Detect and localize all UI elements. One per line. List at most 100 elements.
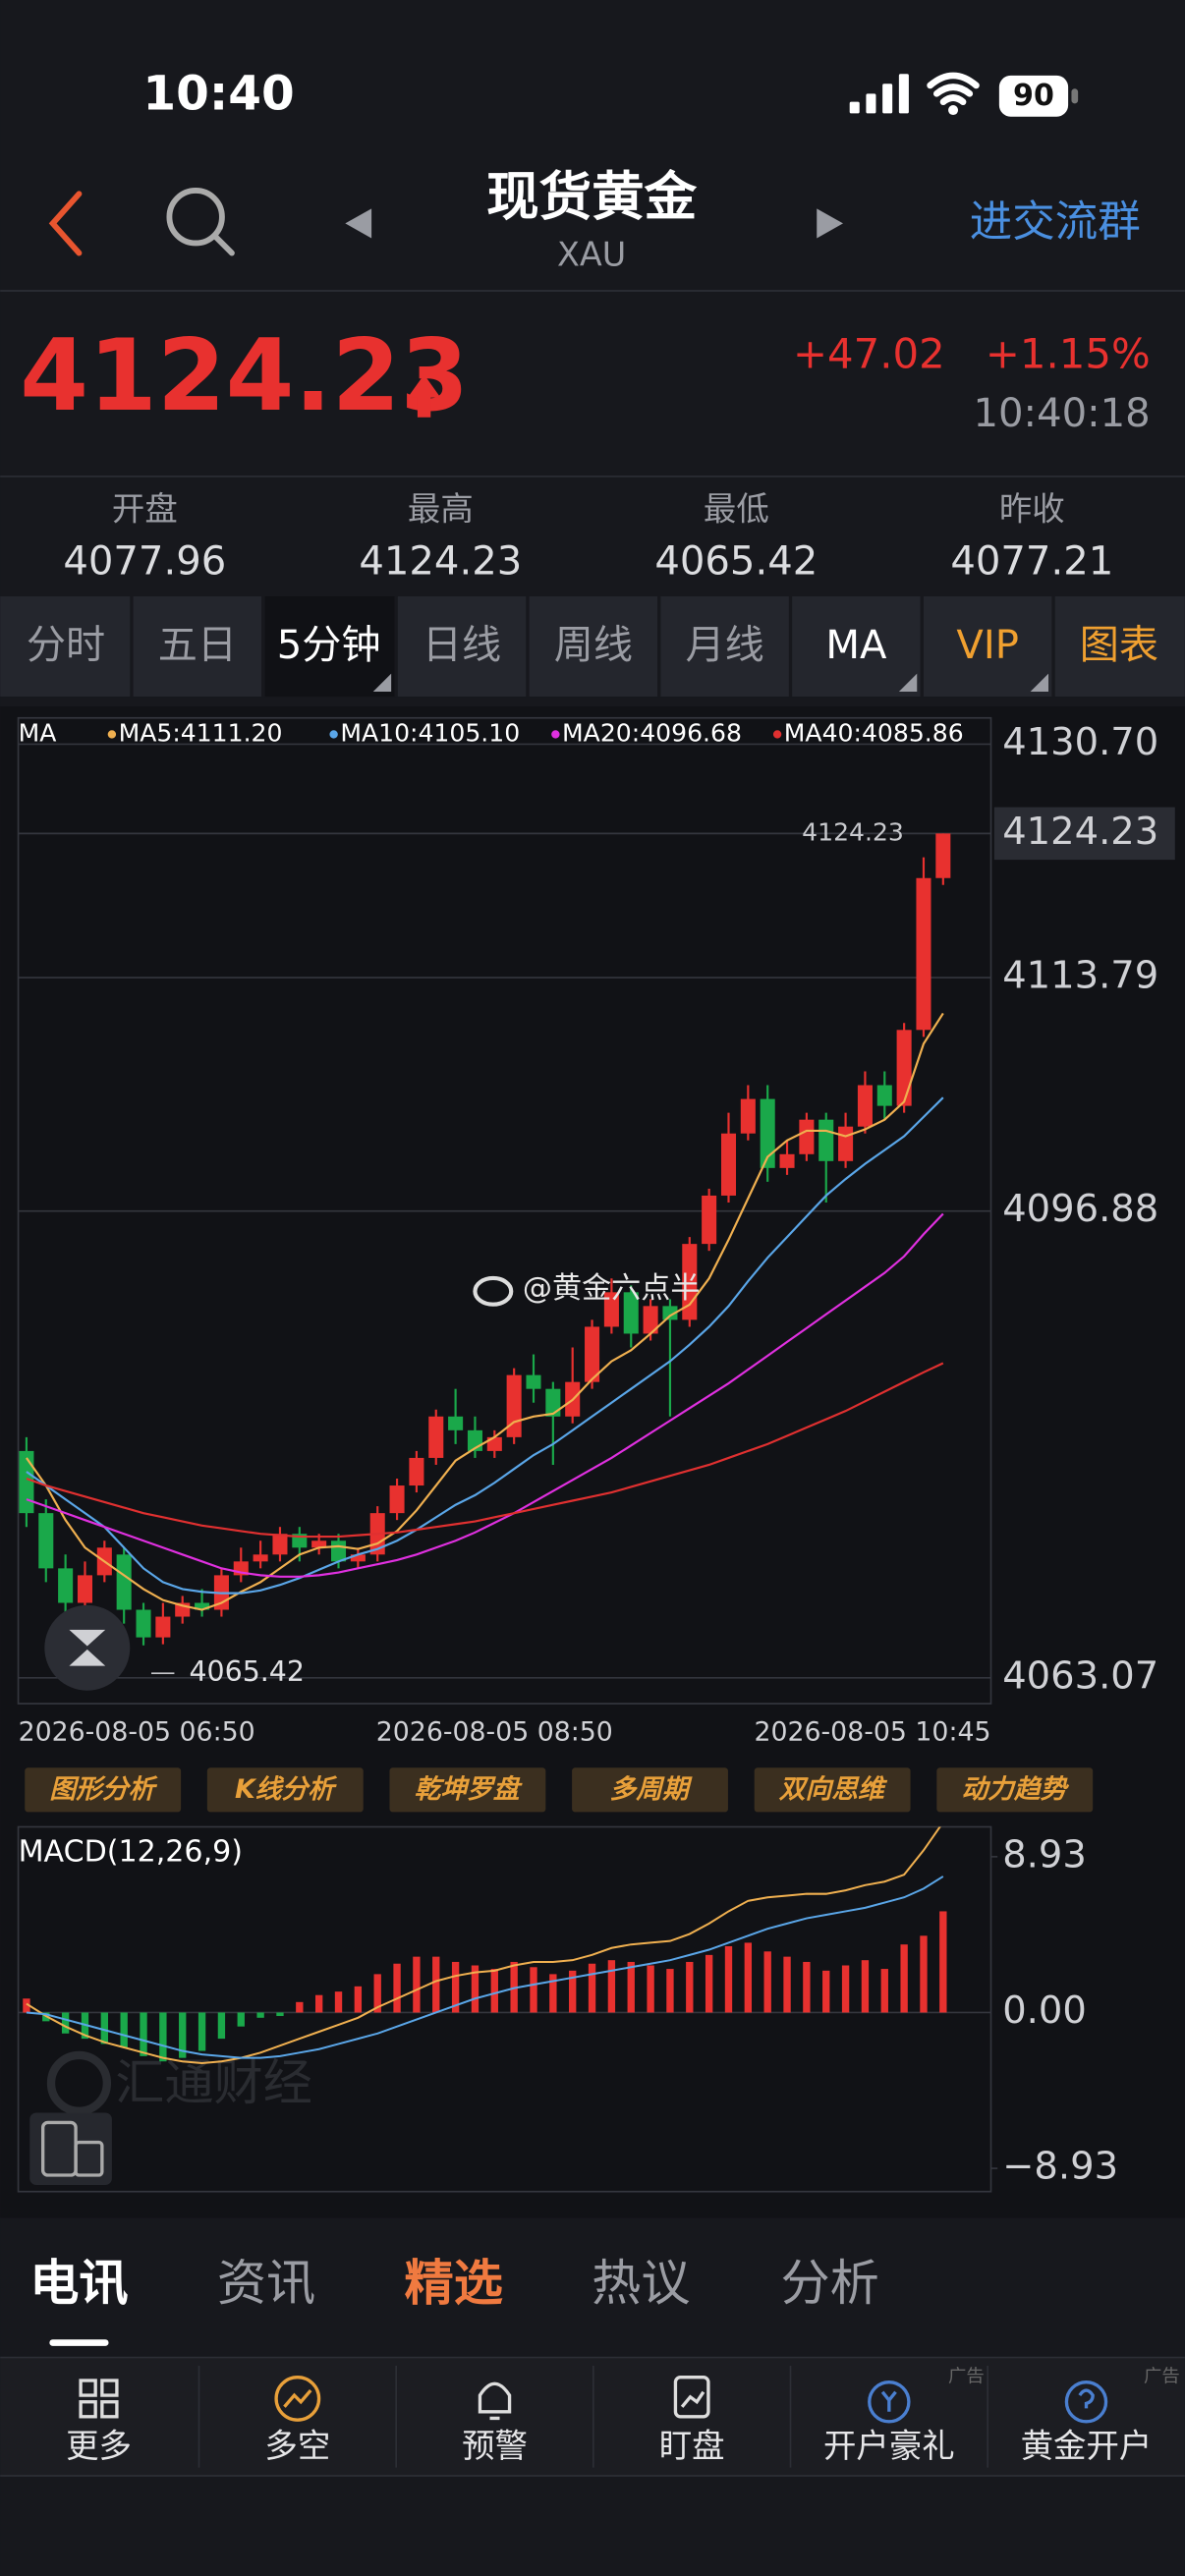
- stat-label: 最低: [704, 490, 769, 529]
- candle-body: [448, 1416, 464, 1430]
- tool-button-bg[interactable]: [572, 1767, 728, 1813]
- period-tab[interactable]: 周线: [554, 623, 633, 668]
- nav-item[interactable]: 预警: [462, 2427, 528, 2465]
- tool-button[interactable]: 双向思维: [779, 1774, 888, 1805]
- period-tab-active[interactable]: 5分钟: [277, 623, 381, 668]
- plot: [23, 1826, 947, 2064]
- tool-button-bg[interactable]: [754, 1767, 911, 1813]
- macd-bar: [686, 1961, 694, 2013]
- legend-title: MA: [19, 718, 57, 747]
- period-tabs: 分时 五日 5分钟 日线 周线 月线 MA VIP 图表: [27, 623, 1158, 668]
- macd-bar: [179, 2012, 187, 2058]
- period-tab[interactable]: 五日: [158, 623, 237, 668]
- macd-bar: [705, 1954, 713, 2013]
- stat-value: 4077.21: [950, 539, 1113, 585]
- macd-chart: MACD(12,26,9) 8.93 0.00 −8.93: [19, 1826, 1118, 2189]
- candle-body: [136, 1609, 151, 1638]
- candle-body: [760, 1098, 775, 1168]
- nav-labels: 更多 多空 预警 盯盘 开户豪礼 黄金开户: [66, 2427, 1152, 2465]
- rotate-button[interactable]: [29, 2112, 112, 2186]
- macd-line: [26, 1876, 944, 2059]
- collapse-button[interactable]: [44, 1604, 131, 1691]
- nav-item[interactable]: 多空: [264, 2427, 330, 2465]
- nav-item[interactable]: 黄金开户: [1021, 2427, 1153, 2465]
- macd-bar: [666, 1969, 674, 2013]
- y-tick-label: 8.93: [1002, 1832, 1087, 1876]
- tool-button[interactable]: 图形分析: [49, 1774, 157, 1805]
- battery-icon: [998, 75, 1069, 117]
- nav-dividers: [0, 2356, 1185, 2477]
- candle-body: [838, 1126, 854, 1161]
- chart-tab[interactable]: 图表: [1080, 623, 1158, 668]
- last-price: 4124.23: [20, 318, 469, 433]
- period-tab[interactable]: 分时: [27, 623, 105, 668]
- tool-button[interactable]: K线分析: [235, 1774, 337, 1805]
- next-symbol[interactable]: [817, 208, 844, 239]
- candle-body: [350, 1554, 366, 1562]
- tab-bar: [0, 596, 1185, 698]
- tool-button[interactable]: 动力趋势: [961, 1774, 1069, 1805]
- candle-body: [603, 1292, 619, 1327]
- vip-tab[interactable]: VIP: [956, 623, 1018, 668]
- wifi-icon: [927, 72, 980, 106]
- prev-symbol[interactable]: [345, 208, 372, 239]
- news-tab-active[interactable]: 电讯: [29, 2254, 128, 2312]
- tab-corner: [898, 673, 918, 692]
- search-button[interactable]: [166, 188, 235, 256]
- wifi-dot: [948, 105, 959, 116]
- candle-body: [643, 1306, 658, 1334]
- tool-button[interactable]: 乾坤罗盘: [415, 1774, 523, 1805]
- news-tab[interactable]: 分析: [780, 2254, 878, 2312]
- quote-time: 10:40:18: [973, 391, 1150, 436]
- macd-bar: [588, 1963, 596, 2013]
- news-tab[interactable]: 精选: [405, 2254, 503, 2312]
- period-tab[interactable]: 月线: [685, 623, 763, 668]
- weibo-handle: @黄金六点半: [523, 1271, 700, 1306]
- macd-bar: [939, 1911, 947, 2013]
- x-tick-label: 2026-08-05 08:50: [376, 1717, 613, 1748]
- candle-body: [195, 1602, 210, 1610]
- period-tab[interactable]: 日线: [423, 623, 501, 668]
- tool-button-bg[interactable]: [25, 1767, 182, 1813]
- candle-body: [389, 1485, 405, 1514]
- news-tab[interactable]: 资讯: [217, 2254, 315, 2312]
- candle-body: [506, 1374, 522, 1437]
- news-tabs: 电讯 资讯 精选 热议 分析: [29, 2254, 879, 2312]
- legend-dot: [107, 730, 117, 739]
- candle-body: [409, 1457, 424, 1486]
- indicator-tab[interactable]: MA: [825, 623, 887, 668]
- stats-labels: 开盘 最高 最低 昨收: [112, 490, 1065, 529]
- tool-button[interactable]: 多周期: [610, 1774, 694, 1805]
- macd-bar: [861, 1960, 870, 2013]
- macd-bar: [841, 1965, 850, 2013]
- nav-item[interactable]: 更多: [66, 2427, 132, 2465]
- stat-value: 4077.96: [63, 539, 226, 585]
- candle-body: [876, 1085, 892, 1106]
- candle-body: [662, 1306, 678, 1320]
- macd-bar: [432, 1956, 440, 2013]
- tool-button-bg[interactable]: [206, 1767, 364, 1813]
- ma-line: [26, 1096, 944, 1595]
- tool-button-bg[interactable]: [936, 1767, 1094, 1813]
- tool-buttons: 图形分析 K线分析 乾坤罗盘 多周期 双向思维 动力趋势: [25, 1767, 1094, 1813]
- signal-icon: [849, 74, 909, 114]
- candle-body: [19, 1450, 34, 1514]
- news-tab[interactable]: 热议: [592, 2254, 690, 2312]
- brand-watermark: 汇通财经: [115, 2053, 312, 2111]
- macd-bar: [880, 1969, 888, 2013]
- candle-body: [720, 1133, 737, 1196]
- macd-bar: [471, 1965, 480, 2013]
- weibo-watermark: @黄金六点半: [473, 1271, 700, 1307]
- back-button[interactable]: [48, 191, 83, 256]
- macd-bar: [159, 2012, 167, 2062]
- tab-dividers: [130, 596, 1055, 698]
- group-link[interactable]: 进交流群: [970, 198, 1141, 248]
- nav-item[interactable]: 盯盘: [659, 2427, 725, 2465]
- legend-dot: [329, 730, 338, 739]
- nav-icons: [79, 2375, 1108, 2424]
- stat-label: 昨收: [999, 490, 1065, 529]
- tool-button-bg[interactable]: [389, 1767, 546, 1813]
- macd-bar: [354, 1986, 363, 2013]
- nav-item[interactable]: 开户豪礼: [823, 2427, 955, 2465]
